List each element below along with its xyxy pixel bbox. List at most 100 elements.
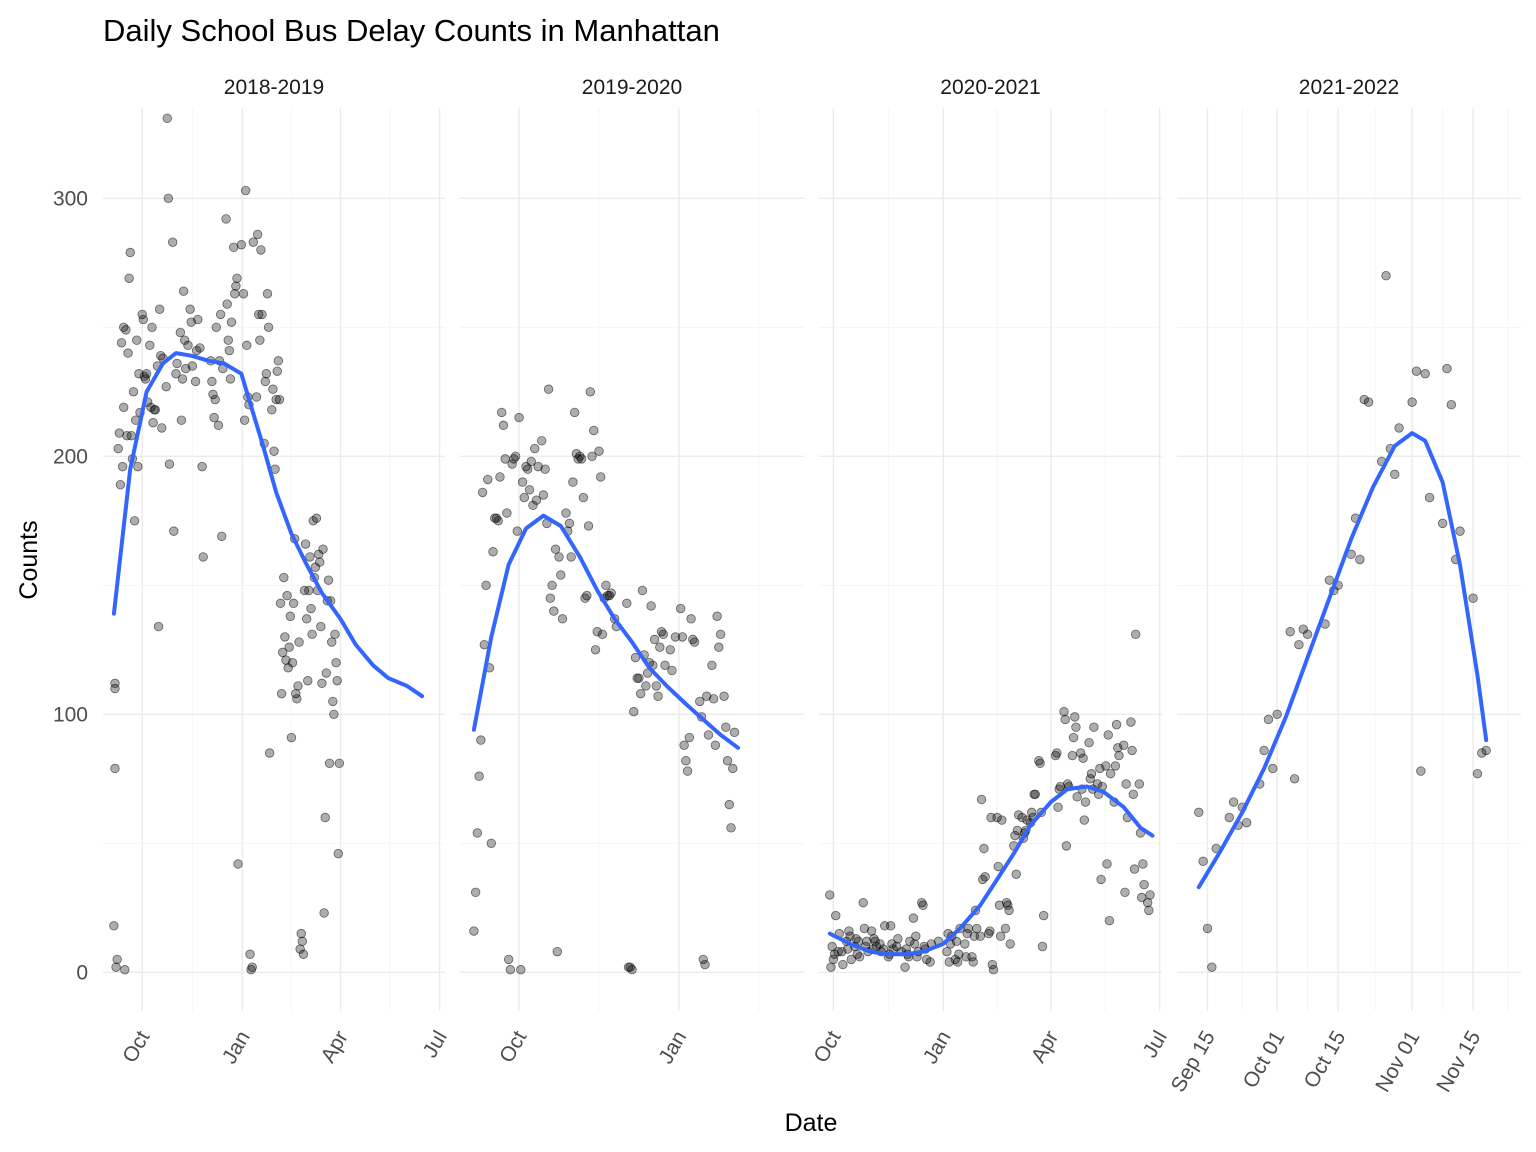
data-point: [997, 815, 1007, 825]
x-tick-label: Jul: [1139, 1027, 1172, 1062]
data-point: [318, 544, 328, 554]
data-point: [1285, 627, 1295, 637]
y-axis-ticks: 0 100 200 300: [53, 187, 88, 984]
data-point: [1139, 879, 1149, 890]
data-point: [271, 394, 281, 405]
x-tick-label: Nov 01: [1371, 1027, 1424, 1096]
data-point: [858, 897, 868, 908]
data-point: [543, 384, 554, 394]
data-point: [477, 487, 488, 498]
data-point: [118, 402, 129, 412]
data-point: [512, 526, 523, 536]
data-point: [1424, 492, 1435, 503]
data-point: [1011, 869, 1021, 879]
data-point: [332, 676, 342, 686]
data-point: [517, 477, 528, 487]
data-point: [298, 949, 309, 959]
data-point: [1198, 856, 1208, 867]
data-point: [132, 335, 142, 345]
y-tick-label: 300: [53, 187, 88, 210]
data-point: [1119, 740, 1129, 750]
data-point: [1096, 874, 1106, 885]
data-point: [272, 366, 282, 376]
data-point: [239, 415, 250, 425]
data-point: [854, 952, 865, 962]
data-point: [110, 678, 120, 689]
data-point: [1128, 789, 1139, 799]
data-point: [719, 691, 729, 701]
data-point: [123, 348, 133, 358]
data-point: [503, 954, 514, 965]
y-tick-label: 0: [76, 961, 88, 984]
data-point: [282, 590, 292, 601]
data-point: [891, 941, 902, 952]
data-point: [1005, 939, 1015, 949]
data-point: [1138, 859, 1148, 869]
data-point: [223, 335, 233, 345]
data-point: [886, 921, 896, 931]
data-point: [211, 322, 221, 333]
data-point: [1076, 748, 1086, 758]
data-point: [260, 376, 270, 387]
data-point: [488, 547, 498, 557]
data-point: [210, 394, 220, 405]
data-point: [682, 766, 693, 776]
data-point: [972, 923, 982, 934]
data-point: [317, 678, 327, 689]
data-point: [630, 652, 641, 663]
data-point: [585, 387, 596, 397]
data-point: [905, 936, 915, 947]
data-point: [240, 185, 251, 196]
data-point: [195, 343, 205, 353]
data-point: [975, 931, 986, 941]
data-point: [1103, 730, 1113, 740]
data-point: [269, 446, 279, 456]
data-point: [231, 281, 241, 291]
data-point: [280, 632, 290, 642]
data-point: [161, 381, 171, 392]
data-point: [1070, 712, 1080, 722]
data-point: [1407, 397, 1417, 407]
data-point: [256, 245, 266, 255]
data-point: [331, 658, 341, 668]
data-point: [679, 740, 689, 750]
data-point: [995, 931, 1006, 941]
data-point: [472, 828, 483, 838]
data-point: [319, 908, 329, 918]
data-point: [547, 580, 557, 591]
data-point: [1268, 763, 1278, 774]
data-point: [330, 629, 340, 640]
data-point: [175, 327, 186, 338]
data-point: [712, 611, 722, 621]
data-point: [942, 946, 952, 957]
data-point: [660, 660, 670, 670]
data-point: [1126, 717, 1136, 727]
x-tick-label: Oct: [118, 1027, 154, 1067]
data-point: [568, 477, 578, 487]
data-point: [1089, 722, 1099, 732]
data-point: [316, 621, 326, 632]
data-point: [729, 727, 740, 738]
data-point: [637, 585, 648, 596]
panel-strip-label: 2019-2020: [582, 76, 682, 99]
data-point: [1050, 750, 1061, 761]
data-point: [286, 732, 297, 743]
data-point: [629, 707, 639, 717]
y-axis-title: Counts: [15, 520, 43, 599]
data-point: [1053, 802, 1063, 812]
data-point: [985, 926, 995, 936]
data-point: [670, 632, 681, 642]
panel-strip-label: 2021-2022: [1299, 76, 1399, 99]
data-point: [284, 642, 294, 652]
data-point: [1059, 707, 1069, 717]
data-point: [968, 957, 978, 967]
data-point: [845, 931, 855, 941]
data-point: [1080, 797, 1091, 807]
data-point: [569, 407, 580, 418]
data-point: [859, 923, 870, 934]
data-point: [264, 748, 275, 758]
chart-title: Daily School Bus Delay Counts in Manhatt…: [103, 13, 720, 48]
data-point: [1101, 761, 1111, 771]
data-point: [992, 812, 1002, 823]
